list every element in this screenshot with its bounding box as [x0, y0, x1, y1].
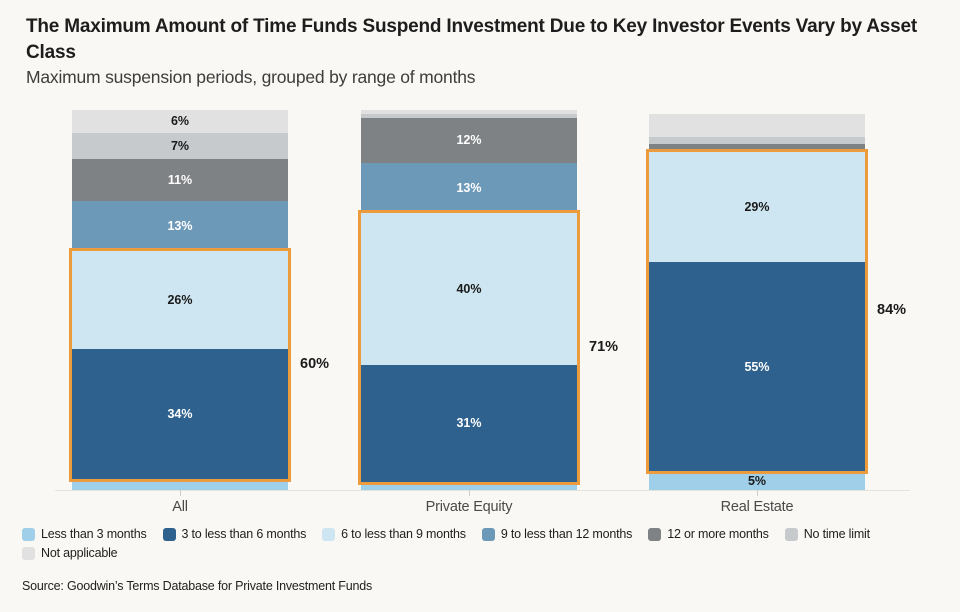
bar-segment: 7% [72, 132, 288, 160]
legend-item: 9 to less than 12 months [481, 527, 633, 541]
highlight-total-label: 60% [300, 355, 330, 372]
bar-segment: 5% [649, 471, 865, 490]
legend-label: No time limit [803, 527, 870, 541]
legend-label: 9 to less than 12 months [500, 527, 633, 541]
legend-swatch [22, 546, 35, 560]
source-note: Source: Goodwin’s Terms Database for Pri… [22, 579, 373, 593]
bar-segment [361, 482, 577, 490]
bar-segment: 31% [361, 364, 577, 483]
bar-segment: 40% [361, 212, 577, 365]
chart-title: The Maximum Amount of Time Funds Suspend… [26, 16, 917, 63]
x-axis-label: Private Equity [425, 499, 513, 515]
legend-swatch [162, 527, 176, 541]
legend-label: Less than 3 months [41, 527, 147, 541]
bar-segment [72, 478, 288, 490]
bar-segment [361, 113, 577, 118]
highlight-total-label: 84% [877, 302, 907, 319]
legend-item: No time limit [784, 527, 870, 541]
bar-segment: 6% [72, 110, 288, 133]
legend-item: Not applicable [22, 546, 118, 560]
bar-segment [649, 113, 865, 137]
highlight-outline [358, 209, 580, 486]
x-axis-label: All [172, 499, 188, 515]
legend-swatch [322, 527, 336, 541]
highlight-total-label: 71% [589, 338, 619, 355]
axis-tick [180, 490, 181, 496]
legend-swatch [784, 527, 798, 541]
bar-segment: 29% [649, 151, 865, 262]
legend-swatch [648, 527, 662, 541]
highlight-outline [69, 247, 291, 482]
highlight-outline [646, 148, 868, 474]
bar-segment: 13% [72, 201, 288, 251]
legend-swatch [22, 527, 35, 541]
bar-segment: 34% [72, 349, 288, 479]
bar-segment: 26% [72, 250, 288, 350]
bar-segment: 55% [649, 262, 865, 471]
x-axis-label: Real Estate [720, 499, 794, 515]
legend-item: Less than 3 months [22, 527, 147, 541]
legend-item: 12 or more months [648, 527, 769, 541]
legend-label: 3 to less than 6 months [181, 527, 307, 541]
x-axis-line [55, 490, 910, 491]
bar-segment: 13% [361, 163, 577, 213]
legend-row: Not applicable [22, 546, 938, 560]
bar-segment [649, 144, 865, 152]
bar-segment [649, 136, 865, 145]
legend-label: 12 or more months [667, 527, 769, 541]
bar-segment: 12% [361, 117, 577, 164]
legend-label: 6 to less than 9 months [341, 527, 466, 541]
legend-swatch [481, 527, 495, 541]
axis-tick [469, 490, 470, 496]
legend-row: Less than 3 months 3 to less than 6 month… [22, 527, 938, 541]
bar-segment [361, 109, 577, 114]
legend-item: 6 to less than 9 months [322, 527, 466, 541]
axis-tick [757, 490, 758, 496]
bar-segment: 11% [72, 159, 288, 202]
legend-label: Not applicable [41, 546, 118, 560]
stacked-bar-chart: 34% 26% 13% 11% 7% 6% 60% All 31% 40% 13% 12% 71% Pri… [0, 108, 960, 520]
legend-item: 3 to less than 6 months [162, 527, 307, 541]
chart-legend: Less than 3 months 3 to less than 6 month… [22, 527, 938, 565]
chart-subtitle: Maximum suspension periods, grouped by r… [26, 67, 476, 87]
